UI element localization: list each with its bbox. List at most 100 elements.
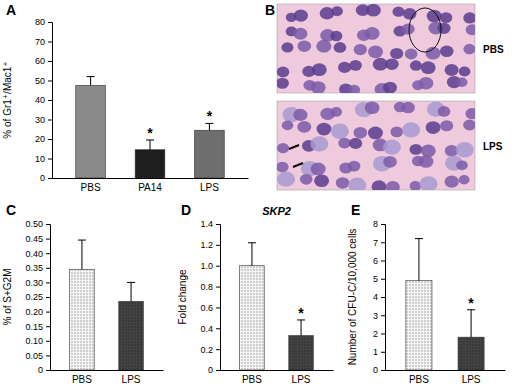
cell <box>456 142 474 157</box>
y-tick: 0.50 <box>25 219 50 229</box>
y-tick-label: 0.2 <box>200 345 213 355</box>
error-line <box>418 239 419 281</box>
cell <box>293 28 307 40</box>
cell <box>421 144 436 157</box>
cell <box>300 174 313 185</box>
y-tick-mark <box>46 312 50 313</box>
y-tick-mark <box>216 349 220 350</box>
significance: * <box>298 305 304 321</box>
micrograph-background <box>277 4 475 93</box>
cell <box>317 123 332 136</box>
error-line <box>150 140 151 150</box>
cell <box>314 174 329 187</box>
cell <box>294 9 308 21</box>
panel: 012345678PBSLPS* <box>373 219 506 385</box>
y-tick: 0 <box>38 365 50 375</box>
x-tick: PBS <box>242 370 262 385</box>
y-tick-mark <box>216 266 220 267</box>
cell <box>463 120 475 131</box>
x-axis: PBSPA14LPS <box>53 178 249 193</box>
plot-area <box>70 240 144 370</box>
figure: 01020304050607080PBSPA14LPS**A% of Gr1⁺/… <box>0 0 520 392</box>
y-tick: 10 <box>35 154 52 164</box>
y-tick: 40 <box>35 95 52 105</box>
panel-label: B <box>265 2 275 18</box>
cell <box>311 81 326 93</box>
y-tick-label: 0 <box>38 365 43 375</box>
cell <box>466 24 475 35</box>
y-axis-title: Number of CFU-C/10,000 cells <box>347 229 358 366</box>
x-tick: PBS <box>409 370 429 385</box>
cell <box>365 27 380 40</box>
error-line <box>131 282 132 301</box>
x-axis-line <box>386 370 506 371</box>
significance: * <box>207 108 213 124</box>
y-tick: 4 <box>373 292 385 302</box>
cell <box>348 85 360 93</box>
error-line <box>251 243 252 266</box>
y-tick-label: 60 <box>35 56 45 66</box>
cell <box>330 107 342 117</box>
y-tick-label: 0.50 <box>25 219 43 229</box>
y-axis: 01020304050607080 <box>35 17 53 183</box>
chart-title: SKP2 <box>262 205 291 217</box>
y-tick-label: 80 <box>35 17 45 27</box>
micrograph-label: LPS <box>483 141 503 152</box>
y-tick-label: 0 <box>208 365 213 375</box>
y-tick: 0.6 <box>200 303 220 313</box>
y-tick: 70 <box>35 37 52 47</box>
panel: 00.20.40.60.81.01.21.4PBSLPS* <box>200 219 333 385</box>
y-tick-mark <box>46 355 50 356</box>
cell <box>390 126 403 137</box>
y-tick-mark <box>46 341 50 342</box>
cell <box>331 124 349 139</box>
y-tick-label: 0.6 <box>200 303 213 313</box>
cell <box>354 127 368 139</box>
plot-area <box>76 77 224 178</box>
y-tick-label: 5 <box>373 274 378 284</box>
y-tick-mark <box>381 352 385 353</box>
x-tick-label: PBS <box>81 182 101 193</box>
y-tick-label: 0.40 <box>25 249 43 259</box>
y-tick: 0 <box>40 173 52 183</box>
y-tick-label: 0.8 <box>200 282 213 292</box>
x-tick-label: PA14 <box>138 182 162 193</box>
cell <box>410 181 422 190</box>
cell <box>277 67 289 78</box>
y-tick: 1.2 <box>200 240 220 250</box>
y-tick: 20 <box>35 134 52 144</box>
bar <box>406 281 432 370</box>
cell <box>354 44 367 55</box>
cell <box>385 58 399 70</box>
cell <box>293 109 307 121</box>
x-tick-label: LPS <box>122 374 141 385</box>
y-tick-label: 0.35 <box>25 263 43 273</box>
panel-label: A <box>6 2 16 18</box>
bar <box>76 85 106 178</box>
y-tick: 0.45 <box>25 234 50 244</box>
y-tick-label: 0.30 <box>25 278 43 288</box>
y-tick-mark <box>216 370 220 371</box>
y-tick-mark <box>48 42 52 43</box>
y-tick: 1 <box>373 347 385 357</box>
y-tick: 8 <box>373 219 385 229</box>
cell <box>383 140 401 155</box>
micrograph <box>276 4 479 96</box>
cell <box>277 78 289 89</box>
y-tick-mark <box>381 334 385 335</box>
y-axis-title: Fold change <box>177 269 188 324</box>
y-tick: 6 <box>373 256 385 266</box>
plot-area <box>240 243 314 370</box>
cell <box>445 64 459 76</box>
y-tick: 0.05 <box>25 351 50 361</box>
y-tick: 1.4 <box>200 219 220 229</box>
y-tick: 0.15 <box>25 322 50 332</box>
cell <box>401 24 414 35</box>
cell <box>405 49 418 60</box>
y-tick: 0.10 <box>25 336 50 346</box>
cell <box>463 12 475 23</box>
y-tick-mark <box>381 370 385 371</box>
y-tick-mark <box>48 139 52 140</box>
cell <box>465 108 475 119</box>
x-tick: PBS <box>72 370 92 385</box>
